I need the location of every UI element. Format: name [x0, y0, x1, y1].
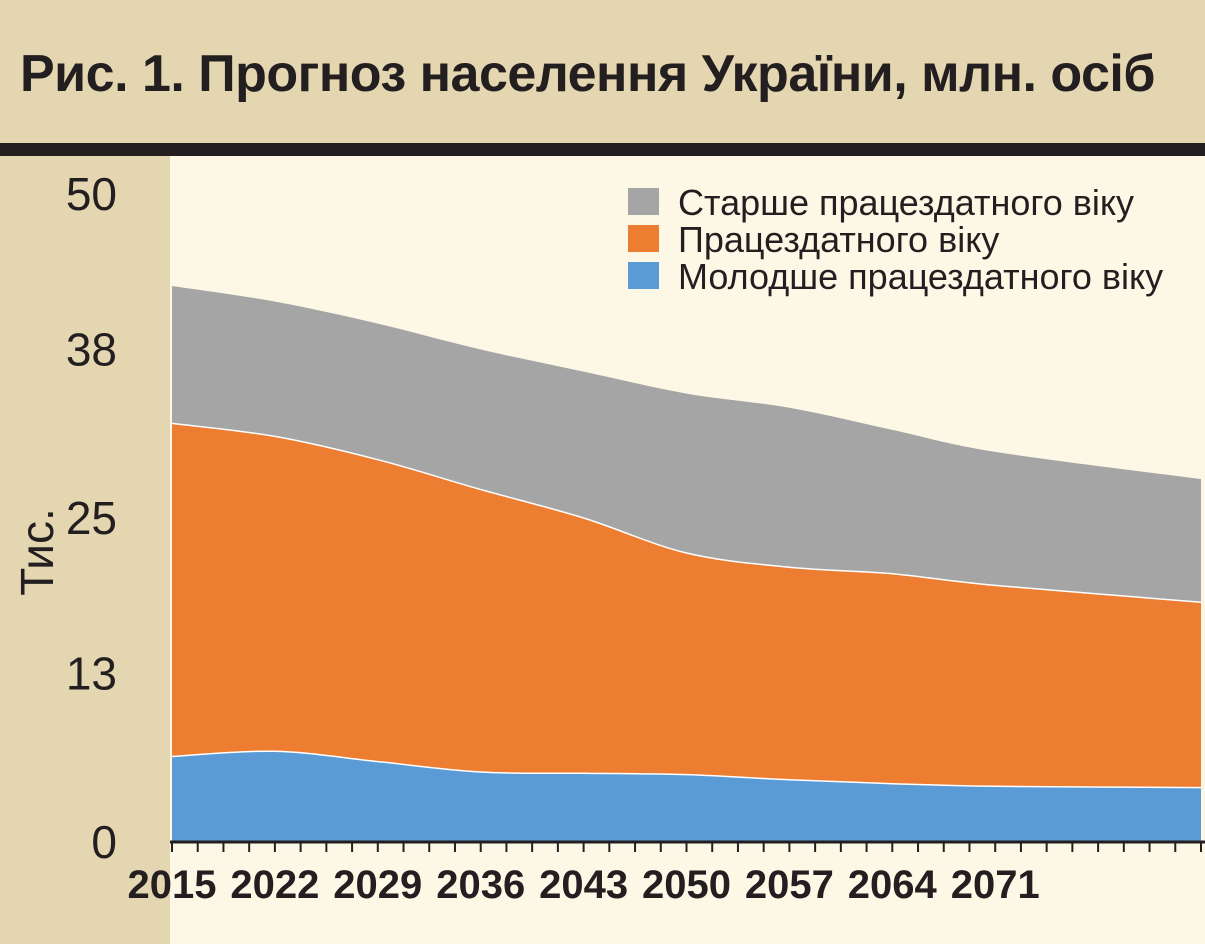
series-boundary-line — [171, 750, 1202, 789]
y-tick-label: 13 — [66, 648, 117, 700]
legend-label: Молодше працездатного віку — [678, 256, 1163, 297]
legend-swatch — [628, 188, 659, 215]
x-tick-label: 2050 — [642, 863, 731, 907]
area-younger-than-working-age — [172, 751, 1201, 842]
series-boundary-line — [171, 422, 1202, 603]
title-divider — [0, 143, 1205, 156]
x-tick-label: 2022 — [230, 863, 319, 907]
x-tick-label: 2064 — [848, 863, 938, 907]
x-axis-minor-ticks — [171, 842, 1202, 852]
y-axis-ticks: 0 13 25 38 50 — [66, 168, 117, 868]
area-older-than-working-age — [172, 286, 1201, 603]
area-layers — [171, 286, 1202, 842]
area-working-age — [172, 423, 1201, 788]
x-tick-label: 2036 — [436, 863, 525, 907]
x-tick-label: 2043 — [539, 863, 628, 907]
x-tick-label: 2029 — [333, 863, 422, 907]
x-tick-label: 2071 — [951, 863, 1040, 907]
y-tick-label: 25 — [66, 492, 117, 544]
y-axis-label: Тис. — [11, 508, 63, 596]
legend-swatch — [628, 225, 659, 252]
y-tick-label: 38 — [66, 324, 117, 376]
legend-label: Старше працездатного віку — [678, 182, 1134, 223]
legend-swatch — [628, 262, 659, 289]
chart-title: Рис. 1. Прогноз населення України, млн. … — [20, 45, 1156, 103]
y-tick-label: 50 — [66, 168, 117, 220]
axis-band — [0, 156, 170, 944]
x-tick-label: 2015 — [128, 863, 217, 907]
y-tick-label: 0 — [91, 816, 117, 868]
x-axis-ticks: 2015 2022 2029 2036 2043 2050 2057 2064 2071 — [128, 863, 1040, 907]
title-banner: Рис. 1. Прогноз населення України, млн. … — [0, 0, 1205, 143]
legend-label: Працездатного віку — [678, 219, 999, 260]
x-tick-label: 2057 — [745, 863, 834, 907]
